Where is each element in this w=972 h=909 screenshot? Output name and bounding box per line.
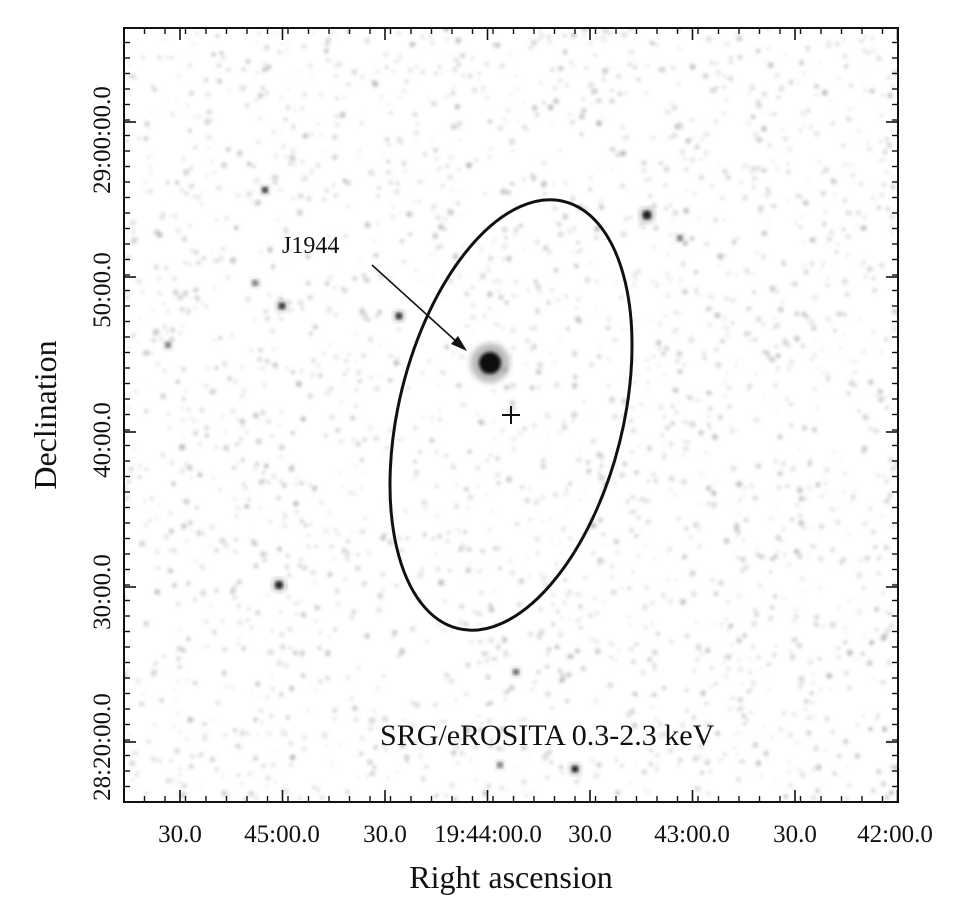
x-tick-label: 30.0 [363, 821, 407, 848]
band-label: SRG/eROSITA 0.3-2.3 keV [380, 719, 715, 752]
xray-source [395, 312, 403, 320]
xray-source [479, 352, 501, 374]
xray-background-noise [124, 28, 898, 802]
cross-center-icon [502, 406, 520, 424]
x-tick-label: 45:00.0 [244, 821, 320, 848]
y-axis-label: Declination [27, 340, 63, 489]
y-tick-label: 30:00.0 [89, 554, 116, 630]
xray-source [165, 342, 171, 348]
xray-source [275, 581, 283, 589]
x-tick-label: 43:00.0 [654, 821, 730, 848]
xray-source [497, 762, 503, 768]
xray-source [642, 210, 652, 220]
error-ellipse [388, 198, 634, 632]
source-label: J1944 [282, 233, 339, 259]
xray-source [571, 765, 579, 773]
x-tick-label: 30.0 [568, 821, 612, 848]
xray-source [278, 302, 286, 310]
y-tick-labels: 28:20:00.0 30:00.0 40:00.0 50:00.0 29:00:00.… [89, 86, 116, 801]
y-tick-label: 40:00.0 [89, 402, 116, 478]
xray-source [262, 187, 268, 193]
x-tick-label: 30.0 [158, 821, 202, 848]
xray-source [252, 280, 258, 286]
x-tick-labels: 30.0 45:00.0 30.0 19:44:00.0 30.0 43:00.0 30.0… [158, 821, 933, 848]
y-tick-label: 29:00:00.0 [89, 86, 116, 194]
x-axis-label: Right ascension [409, 859, 613, 895]
x-tick-label: 19:44:00.0 [434, 821, 542, 848]
y-tick-label: 50:00.0 [89, 252, 116, 328]
xray-source [677, 235, 683, 241]
arrow-icon [371, 264, 467, 351]
x-tick-label: 30.0 [773, 821, 817, 848]
y-tick-label: 28:20:00.0 [89, 693, 116, 801]
x-tick-label: 42:00.0 [857, 821, 933, 848]
xray-source [513, 669, 519, 675]
xray-sources [162, 184, 686, 776]
axis-ticks [123, 28, 899, 803]
